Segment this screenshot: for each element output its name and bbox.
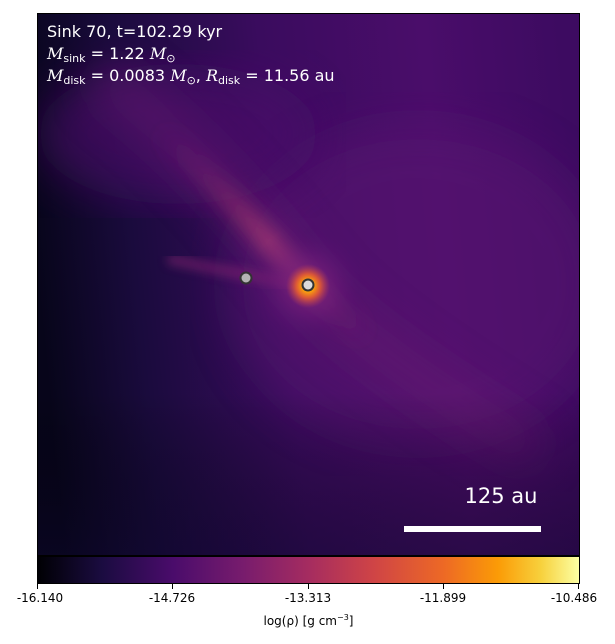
sink-particle-primary [301,278,315,292]
colorbar-tick [443,584,444,589]
sink-time-label: Sink 70, t=102.29 kyr [47,22,223,41]
scale-bar [404,526,541,532]
colorbar-tick [172,584,173,589]
density-map-image [38,14,579,555]
sink-particle-secondary [239,271,253,285]
colorbar [37,556,580,584]
disk-properties-label: Mdisk = 0.0083 M⊙, Rdisk = 11.56 au [47,66,335,87]
density-map-panel: Sink 70, t=102.29 kyr Msink = 1.22 M⊙ Md… [37,13,580,556]
colorbar-label: log(ρ) [g cm−3] [263,613,354,628]
colorbar-tick-label: -16.140 [16,591,64,605]
scale-bar-label: 125 au [464,484,538,508]
colorbar-tick-label: -14.726 [148,591,196,605]
sink-mass-label: Msink = 1.22 M⊙ [47,44,176,65]
colorbar-tick [578,584,579,589]
colorbar-tick-label: -13.313 [284,591,332,605]
colorbar-tick [37,584,38,589]
colorbar-tick-label: -11.899 [419,591,467,605]
colorbar-tick [308,584,309,589]
colorbar-tick-label: -10.486 [550,591,598,605]
